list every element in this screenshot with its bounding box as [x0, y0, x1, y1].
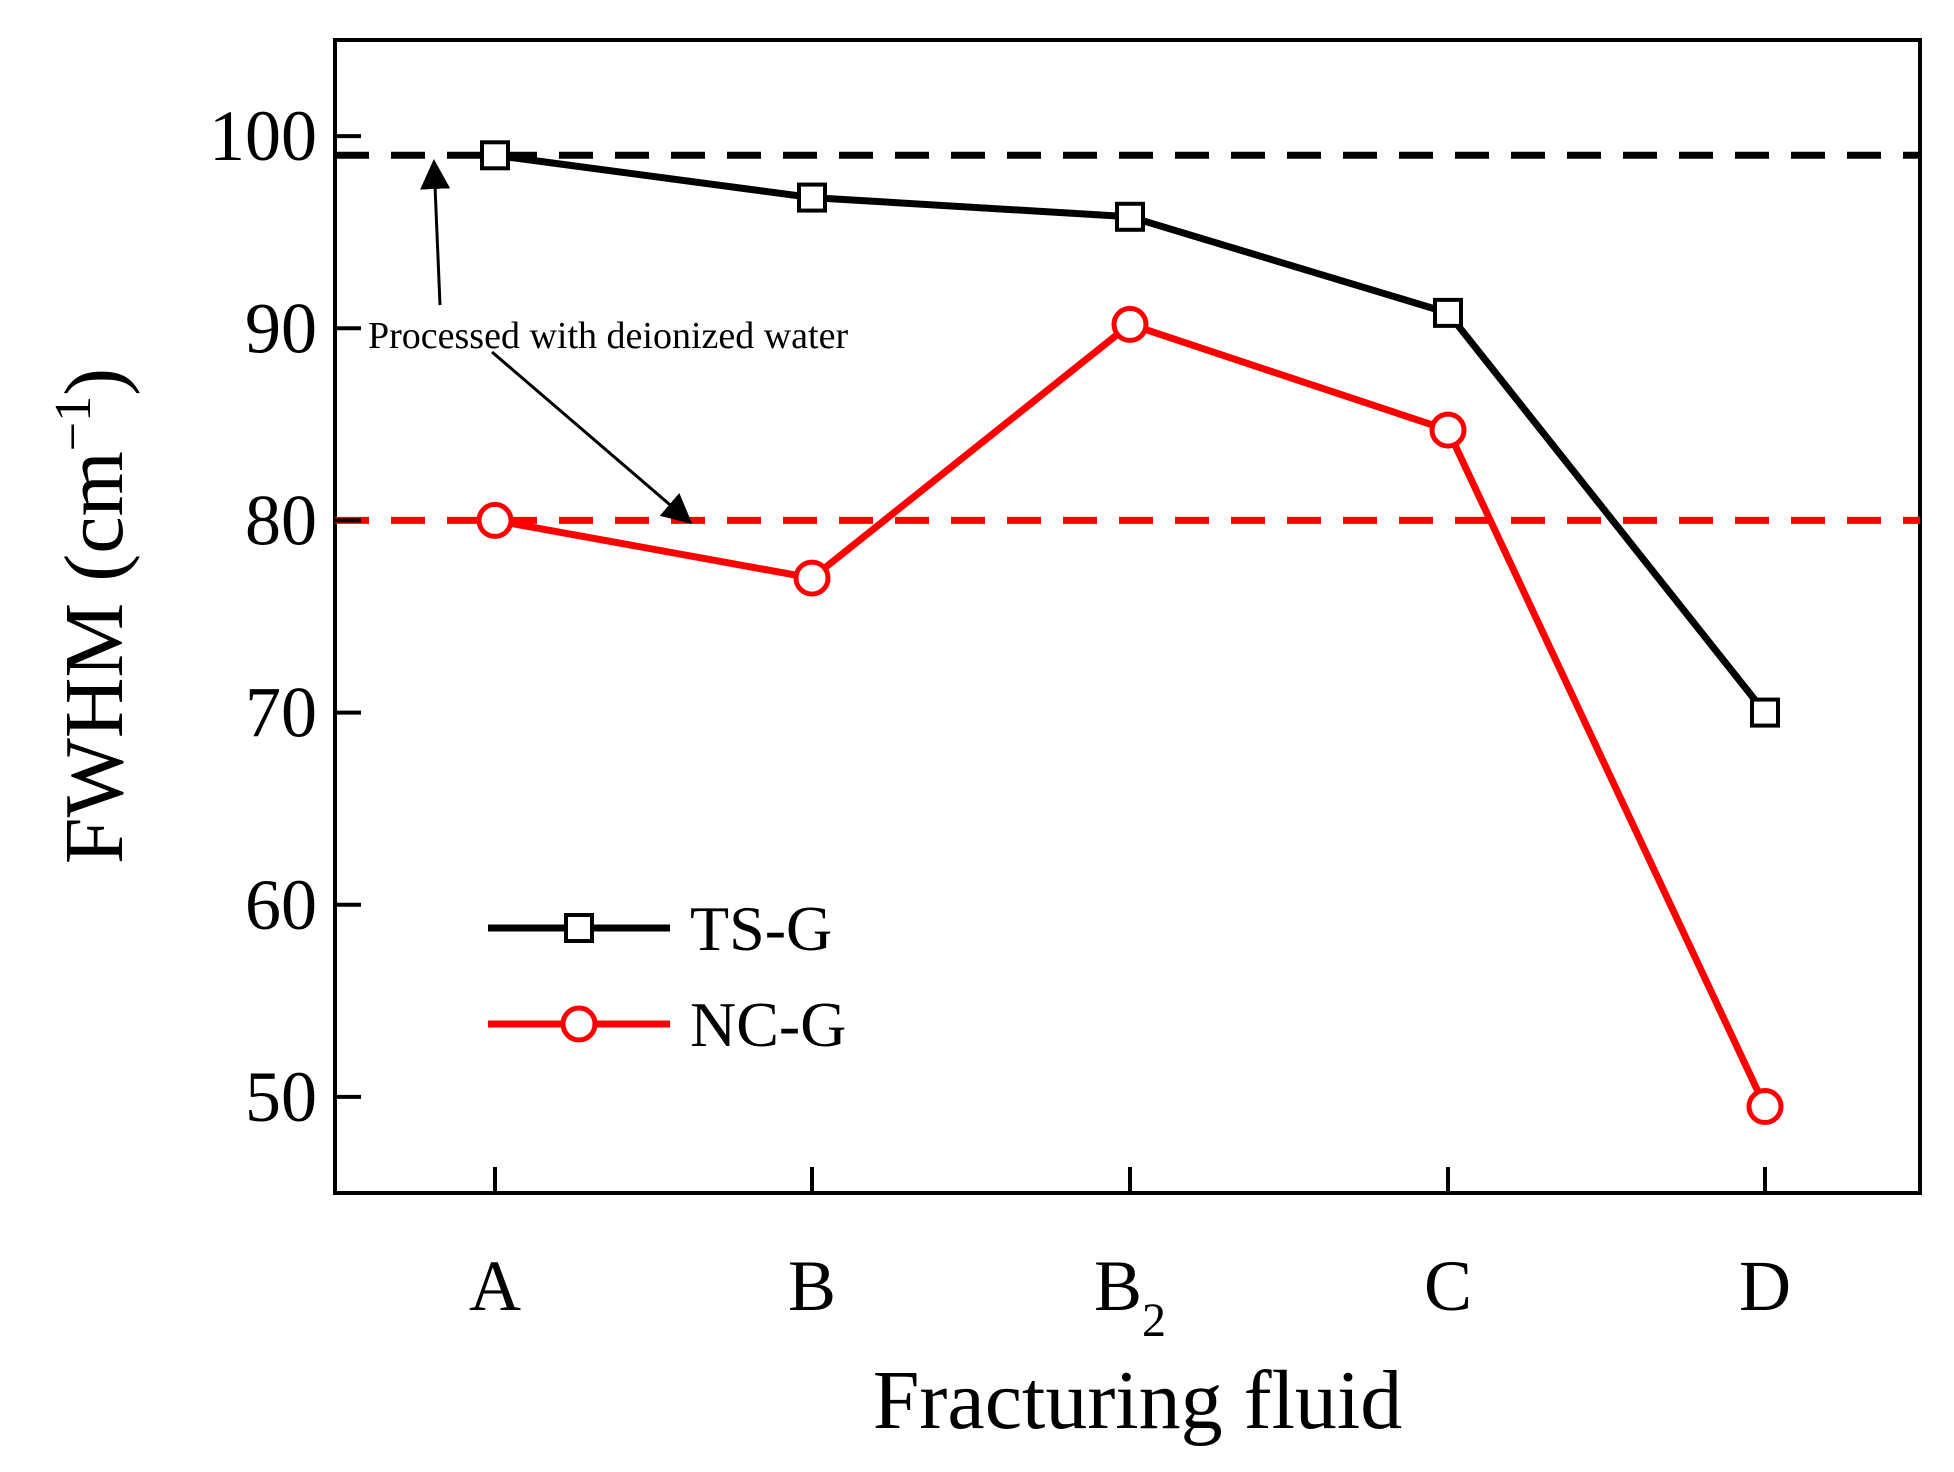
- annotation-text: Processed with deionized water: [368, 315, 848, 357]
- plot-frame: [333, 38, 1922, 1195]
- x-tick-label-c: C: [1424, 1246, 1472, 1326]
- data-point-nc-g-b: [793, 559, 831, 597]
- data-point-ts-g-c: [1433, 297, 1463, 328]
- legend-label-ts-g: TS-G: [690, 893, 832, 964]
- data-point-ts-g-b: [797, 182, 827, 213]
- y-tick-label-80: 80: [245, 480, 317, 560]
- x-tick-label-b2: B2: [1094, 1246, 1166, 1347]
- y-tick-label-70: 70: [245, 673, 317, 753]
- reference-lines-layer: [335, 151, 1920, 524]
- y-axis-title: FWHM (cm−1): [45, 368, 141, 864]
- legend-marker-ts-g: [564, 913, 594, 943]
- x-tick-label-b: B: [788, 1246, 836, 1326]
- data-point-nc-g-a: [476, 501, 514, 539]
- data-point-ts-g-d: [1750, 697, 1780, 728]
- legend-marker-nc-g: [560, 1005, 598, 1043]
- data-point-nc-g-c: [1429, 411, 1467, 449]
- x-tick-label-a: A: [469, 1246, 521, 1326]
- series-line-nc-g: [494, 320, 1769, 1109]
- data-point-nc-g-d: [1746, 1088, 1784, 1126]
- data-point-ts-g-a: [480, 140, 510, 171]
- y-tick-label-60: 60: [245, 865, 317, 945]
- y-tick-label-90: 90: [245, 288, 317, 368]
- series-line-ts-g: [494, 151, 1768, 715]
- series-layer: [476, 140, 1784, 1126]
- annotation-arrow-ts-g: [420, 159, 451, 306]
- annotation-arrow-nc-g: [491, 350, 693, 524]
- annotation-layer: Processed with deionized water: [368, 159, 848, 524]
- data-point-ts-g-b2: [1115, 201, 1145, 232]
- y-tick-label-50: 50: [245, 1057, 317, 1137]
- axes-layer: 50 60 70 80 90 100 A B B2 C D Fracturing fluid FWHM …: [45, 96, 1791, 1447]
- plot-frame-layer: [333, 38, 1922, 1195]
- data-point-nc-g-b2: [1111, 305, 1149, 343]
- legend-label-nc-g: NC-G: [690, 989, 846, 1060]
- y-tick-label-100: 100: [209, 96, 317, 176]
- x-axis-title: Fracturing fluid: [873, 1354, 1403, 1447]
- legend: TS-G NC-G: [488, 893, 846, 1060]
- x-tick-label-d: D: [1739, 1246, 1791, 1326]
